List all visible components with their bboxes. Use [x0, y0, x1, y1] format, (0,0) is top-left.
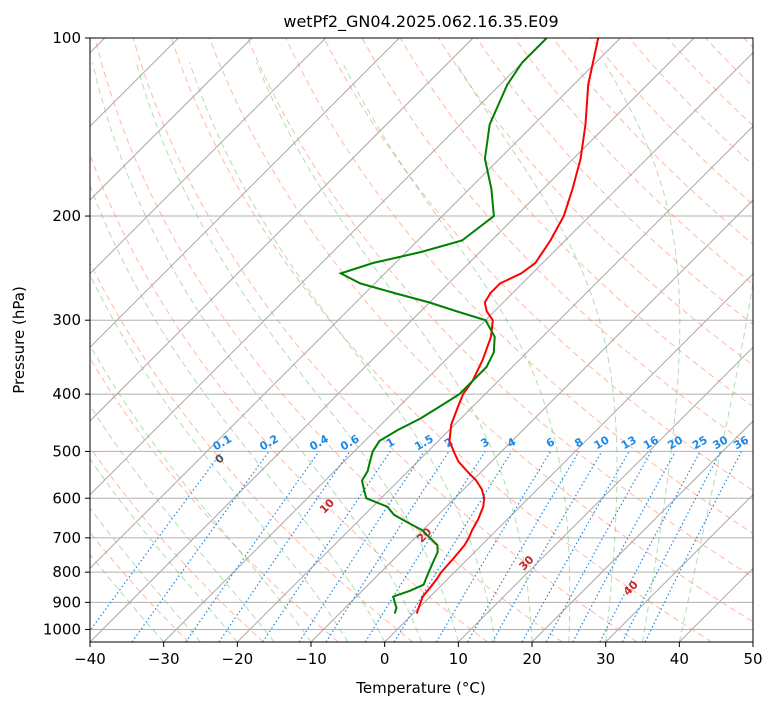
mixing-ratio-line — [521, 451, 630, 642]
dry-adiabat-line — [132, 38, 638, 642]
mixing-ratio-line — [90, 451, 223, 632]
moist-adiabat-line — [90, 553, 165, 642]
y-tick-label: 200 — [52, 207, 81, 225]
moist-adiabat-line — [90, 507, 201, 642]
mixing-ratio-line — [435, 451, 552, 642]
moist-adiabat-line — [90, 404, 275, 642]
moist-adiabat-line — [603, 62, 681, 642]
plot-background — [90, 38, 753, 642]
y-tick-label: 900 — [52, 593, 81, 611]
isotherm-line — [90, 38, 474, 422]
moist-adiabat-line — [135, 62, 459, 642]
y-tick-label: 600 — [52, 489, 81, 507]
dry-adiabat-line — [514, 38, 753, 285]
mixing-ratio-line — [572, 451, 677, 642]
isotherm-line — [236, 125, 753, 642]
axes: −40 −30 −20 −10 0 10 20 30 40 50 100 200 300 400 500 60… — [43, 29, 763, 668]
temperature-profile-line — [415, 38, 600, 614]
moist-adiabat-line — [255, 62, 533, 642]
x-tick-label: 40 — [670, 650, 689, 668]
x-tick-label: −30 — [148, 650, 180, 668]
dry-adiabat-line — [90, 261, 414, 642]
x-tick-label: 50 — [743, 650, 762, 668]
x-tick-label: 0 — [380, 650, 390, 668]
moist-adiabat-line — [189, 62, 496, 642]
mixing-ratio-line — [325, 451, 450, 642]
moist-adiabat-line — [455, 62, 618, 642]
dry-adiabat-line — [90, 446, 264, 642]
mixing-ratio-line — [364, 451, 486, 642]
moist-adiabat-line — [90, 273, 349, 642]
dry-adiabat-line — [247, 38, 753, 578]
x-tick-label: 20 — [522, 650, 541, 668]
plot-area: 0.10.20.40.611.52346810131620253036-100-… — [0, 38, 753, 642]
y-tick-label: 300 — [52, 311, 81, 329]
isotherm-line — [605, 493, 753, 642]
isotherm-line — [531, 420, 753, 642]
mixing-ratio-line — [218, 451, 351, 642]
isotherm-line — [752, 641, 753, 642]
dry-adiabat-line — [170, 38, 712, 642]
plot-frame — [89, 37, 754, 643]
x-tick-label: 30 — [596, 650, 615, 668]
y-tick-label: 700 — [52, 529, 81, 547]
moist-adiabat-line — [92, 62, 422, 642]
mixing-ratio-line — [131, 451, 270, 642]
dry-adiabat-line — [628, 38, 753, 166]
mixing-ratio-line — [393, 451, 513, 642]
y-tick-label: 500 — [52, 442, 81, 460]
moist-adiabat-line — [90, 344, 312, 642]
dry-adiabat-label: -20 — [0, 395, 1, 418]
dry-adiabat-line — [361, 38, 753, 449]
isotherm-line — [163, 51, 753, 642]
x-axis-title: Temperature (°C) — [355, 679, 485, 697]
isotherm-line — [384, 272, 753, 642]
x-tick-label: −10 — [295, 650, 327, 668]
y-tick-label: 1000 — [43, 620, 81, 638]
moist-adiabat-line — [90, 458, 238, 642]
x-tick-label: −40 — [74, 650, 106, 668]
isotherm-line — [90, 38, 327, 275]
y-tick-label: 400 — [52, 385, 81, 403]
mixing-ratio-line — [545, 451, 652, 642]
moist-adiabat-line — [678, 278, 753, 642]
isotherm-line — [90, 38, 621, 570]
x-tick-label: −20 — [222, 650, 254, 668]
dry-adiabat-line — [399, 38, 753, 408]
isotherm-line — [90, 38, 400, 349]
isotherm-line — [90, 38, 253, 201]
dry-adiabat-line — [323, 38, 753, 492]
moist-adiabat-line — [341, 62, 571, 642]
y-tick-label: 800 — [52, 563, 81, 581]
dry-adiabat-line — [590, 38, 753, 206]
isotherm-line — [457, 346, 753, 642]
moist-adiabat-line — [90, 184, 386, 642]
y-axis-title: Pressure (hPa) — [10, 286, 28, 394]
isotherm-line — [90, 38, 548, 496]
dry-adiabat-line — [209, 38, 753, 623]
chart-title: wetPf2_GN04.2025.062.16.35.E09 — [283, 12, 558, 32]
mixing-ratio-line — [491, 451, 603, 642]
dry-adiabat-line — [476, 38, 753, 326]
dry-adiabat-line — [94, 38, 563, 642]
mixing-ratio-line — [466, 451, 580, 642]
x-tick-label: 10 — [449, 650, 468, 668]
y-tick-label: 100 — [52, 29, 81, 47]
dewpoint-profile-line — [338, 38, 548, 614]
